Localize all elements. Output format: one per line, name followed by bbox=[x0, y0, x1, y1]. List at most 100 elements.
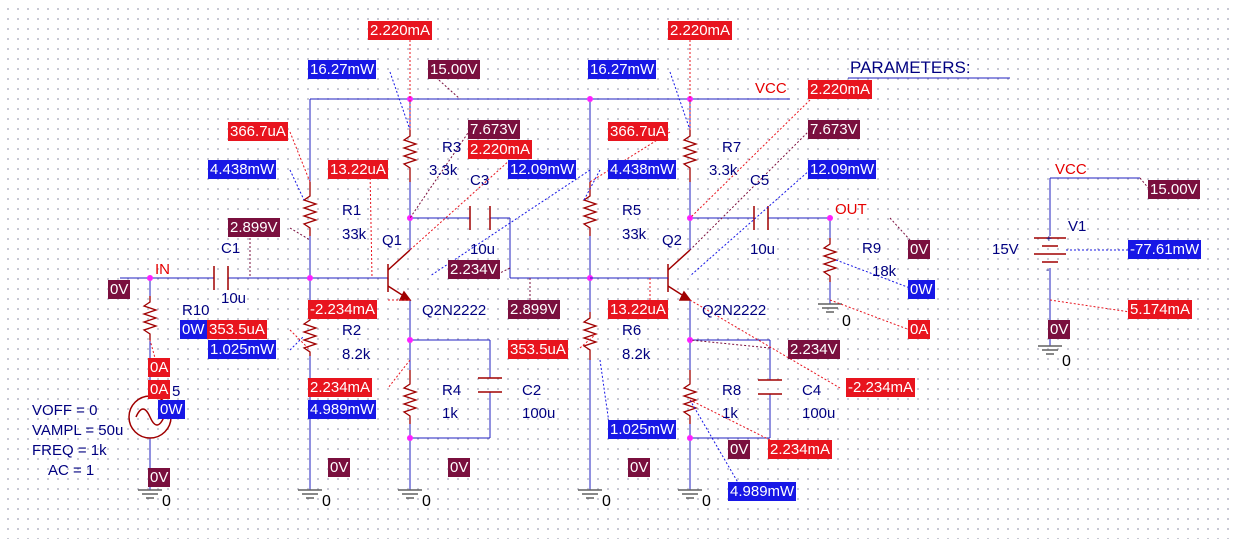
gnd-label-r4: 0 bbox=[422, 493, 431, 510]
q2-ref: Q2 bbox=[662, 232, 683, 249]
current-tag[interactable]: 0A bbox=[908, 320, 931, 339]
r6-ref: R6 bbox=[622, 322, 642, 339]
v1-value: 15V bbox=[992, 241, 1019, 258]
r2-symbol bbox=[301, 300, 319, 356]
resistor-symbols[interactable] bbox=[141, 130, 839, 424]
c5-ref: C5 bbox=[750, 172, 770, 189]
v1-minus: - bbox=[1046, 265, 1050, 276]
current-tag[interactable]: 2.220mA bbox=[468, 140, 533, 159]
net-label-vcc-supply: VCC bbox=[1055, 161, 1087, 178]
voltage-tag[interactable]: 0V bbox=[328, 458, 351, 477]
net-label-vcc: VCC bbox=[755, 80, 787, 97]
voltage-tag[interactable]: 2.899V bbox=[228, 218, 280, 237]
r3-value: 3.3k bbox=[429, 162, 458, 179]
c1-symbol bbox=[213, 266, 229, 290]
q2-model: Q2N2222 bbox=[702, 302, 767, 319]
current-tag[interactable]: 366.7uA bbox=[608, 122, 668, 141]
voltage-tag[interactable]: 0V bbox=[1048, 320, 1071, 339]
power-tag[interactable]: -77.61mW bbox=[1128, 240, 1202, 259]
gnd-label-r8: 0 bbox=[702, 493, 711, 510]
power-tag[interactable]: 0W bbox=[180, 320, 207, 339]
power-tag[interactable]: 4.989mW bbox=[308, 400, 377, 419]
voltage-tag[interactable]: 2.234V bbox=[448, 260, 500, 279]
current-tag[interactable]: 353.5uA bbox=[207, 320, 267, 339]
parameters-header: PARAMETERS: bbox=[850, 58, 971, 77]
r5-ref: R5 bbox=[622, 202, 642, 219]
v1-symbol[interactable] bbox=[1034, 237, 1066, 263]
voltage-tag[interactable]: 0V bbox=[728, 440, 751, 459]
current-tag[interactable]: 2.220mA bbox=[368, 21, 433, 40]
r7-ref: R7 bbox=[722, 139, 742, 156]
capacitor-symbols[interactable] bbox=[213, 206, 782, 395]
q1-ref: Q1 bbox=[382, 232, 403, 249]
power-tag[interactable]: 0W bbox=[158, 400, 185, 419]
power-tag[interactable]: 12.09mW bbox=[508, 160, 577, 179]
r9-value: 18k bbox=[872, 263, 897, 280]
voltage-tag[interactable]: 15.00V bbox=[428, 60, 480, 79]
power-tag[interactable]: 1.025mW bbox=[608, 420, 677, 439]
power-tag[interactable]: 4.989mW bbox=[728, 482, 797, 501]
v1-plus: + bbox=[1046, 234, 1052, 245]
current-tag[interactable]: 2.220mA bbox=[668, 21, 733, 40]
q1-symbol[interactable] bbox=[387, 249, 412, 301]
voltage-tag[interactable]: 15.00V bbox=[1148, 180, 1200, 199]
current-tag[interactable]: 5.174mA bbox=[1128, 300, 1193, 319]
current-tag[interactable]: 2.220mA bbox=[808, 80, 873, 99]
r1-symbol bbox=[301, 182, 319, 236]
r1-ref: R1 bbox=[342, 202, 362, 219]
current-tag[interactable]: 366.7uA bbox=[228, 122, 288, 141]
voltage-tag[interactable]: 0V bbox=[448, 458, 471, 477]
current-tag[interactable]: 13.22uA bbox=[608, 300, 668, 319]
r10-ref: R10 bbox=[182, 302, 210, 319]
voltage-tag[interactable]: 7.673V bbox=[808, 120, 860, 139]
c3-ref: C3 bbox=[470, 172, 490, 189]
power-tag[interactable]: 0W bbox=[908, 280, 935, 299]
gnd-label-r6: 0 bbox=[602, 493, 611, 510]
r2-value: 8.2k bbox=[342, 346, 371, 363]
voltage-tag[interactable]: 0V bbox=[148, 468, 171, 487]
voltage-tag[interactable]: 7.673V bbox=[468, 120, 520, 139]
power-tag[interactable]: 16.27mW bbox=[588, 60, 657, 79]
power-tag[interactable]: 12.09mW bbox=[808, 160, 877, 179]
voltage-tag[interactable]: 0V bbox=[628, 458, 651, 477]
r6-symbol bbox=[581, 312, 599, 360]
r1-value: 33k bbox=[342, 226, 367, 243]
r9-symbol bbox=[821, 238, 839, 282]
v1-ref: V1 bbox=[1068, 218, 1087, 235]
c3-symbol bbox=[469, 206, 491, 230]
power-tag[interactable]: 4.438mW bbox=[608, 160, 677, 179]
current-tag[interactable]: 2.234mA bbox=[768, 440, 833, 459]
power-tag[interactable]: 4.438mW bbox=[208, 160, 277, 179]
voltage-tag[interactable]: 2.234V bbox=[788, 340, 840, 359]
c4-symbol bbox=[758, 379, 782, 395]
current-tag[interactable]: -2.234mA bbox=[308, 300, 378, 319]
current-tag[interactable]: 0A bbox=[148, 358, 171, 377]
c2-value: 100u bbox=[522, 405, 556, 422]
c1-value: 10u bbox=[221, 290, 247, 307]
voltage-tag[interactable]: 0V bbox=[108, 280, 131, 299]
voltage-tag[interactable]: 2.899V bbox=[508, 300, 560, 319]
r5-symbol bbox=[581, 182, 599, 236]
v5-param-freq: FREQ = 1k bbox=[32, 442, 107, 459]
current-tag[interactable]: 353.5uA bbox=[508, 340, 568, 359]
current-tag[interactable]: 13.22uA bbox=[328, 160, 388, 179]
c2-ref: C2 bbox=[522, 382, 542, 399]
v5-param-ac: AC = 1 bbox=[48, 462, 95, 479]
c3-value: 10u bbox=[470, 241, 496, 258]
c4-ref: C4 bbox=[802, 382, 822, 399]
power-tag[interactable]: 16.27mW bbox=[308, 60, 377, 79]
q2-symbol[interactable] bbox=[667, 249, 692, 301]
current-tag[interactable]: 2.234mA bbox=[308, 378, 373, 397]
voltage-tag[interactable]: 0V bbox=[908, 240, 931, 259]
r7-value: 3.3k bbox=[709, 162, 738, 179]
current-tag[interactable]: -2.234mA bbox=[846, 378, 916, 397]
gnd-label-v5: 0 bbox=[162, 493, 171, 510]
current-tag[interactable]: 0A bbox=[148, 380, 171, 399]
r4-ref: R4 bbox=[442, 382, 462, 399]
net-label-in: IN bbox=[155, 261, 170, 278]
r8-ref: R8 bbox=[722, 382, 742, 399]
power-tag[interactable]: 1.025mW bbox=[208, 340, 277, 359]
junction-dots bbox=[147, 96, 833, 441]
r3-ref: R3 bbox=[442, 139, 462, 156]
